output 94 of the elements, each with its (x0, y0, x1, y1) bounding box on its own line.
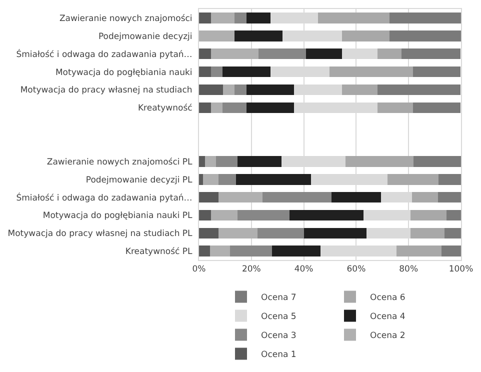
bar (216, 156, 238, 167)
bar (304, 228, 367, 239)
bar (210, 12, 235, 24)
x-tick-label: 40% (294, 264, 314, 274)
y-tick-label: Motywacja do pracy własnej na studiach (20, 86, 192, 96)
legend-label: Ocena 7 (261, 293, 296, 304)
bar (290, 210, 364, 221)
bar (199, 84, 223, 96)
y-tick-label: Podejmowanie decyzji (98, 32, 192, 42)
x-tick-label: 100% (448, 264, 474, 274)
bar (330, 66, 414, 78)
bar (199, 210, 211, 221)
bar (210, 210, 238, 221)
y-tick-label: Motywacja do pracy własnej na studiach PL (8, 229, 193, 240)
bar (342, 30, 390, 42)
x-tick-label: 60% (346, 264, 366, 274)
bar (438, 174, 461, 185)
bar (199, 192, 218, 203)
bar (234, 84, 246, 96)
bar (410, 228, 444, 239)
bar (199, 66, 211, 78)
bar (238, 210, 290, 221)
bar (218, 192, 262, 203)
bar (272, 246, 321, 256)
bar (414, 156, 461, 167)
bar (199, 228, 218, 239)
bar (210, 66, 223, 78)
bar (345, 156, 414, 167)
x-tick-label: 80% (399, 264, 418, 274)
y-tick-label: Zawieranie nowych znajomości PL (46, 157, 193, 168)
bar (342, 84, 378, 96)
bar (210, 246, 230, 256)
bar (205, 156, 216, 167)
bar (258, 48, 306, 60)
bar (396, 246, 442, 256)
bar (377, 48, 402, 60)
bar (199, 102, 211, 114)
y-tick-label: Motywacja do pogłębiania nauki PL (42, 211, 193, 222)
bar (222, 84, 235, 96)
legend-label: Ocena 1 (261, 350, 296, 360)
bar (234, 30, 282, 42)
legend-label: Ocena 5 (261, 312, 296, 322)
bar (377, 84, 461, 96)
bar (413, 66, 461, 78)
bar (199, 30, 235, 42)
y-tick-label: Kreatywność PL (125, 247, 193, 258)
bar (446, 210, 461, 221)
bar (234, 12, 246, 24)
legend-label: Ocena 6 (370, 293, 406, 304)
bar (199, 48, 211, 60)
bar (306, 48, 342, 60)
y-tick-label: Śmiałość i odwaga do zadawania pytań… (16, 192, 192, 204)
bar (246, 102, 294, 114)
bar (246, 12, 270, 24)
bar (442, 246, 461, 256)
bar (318, 12, 390, 24)
bar (389, 12, 461, 24)
bar (444, 228, 461, 239)
bar (262, 192, 332, 203)
bar (413, 102, 461, 114)
x-tick-label: 0% (192, 264, 206, 274)
y-tick-label: Zawieranie nowych znajomości (59, 14, 192, 24)
bar (199, 12, 211, 24)
bar (202, 174, 218, 185)
bar (401, 48, 461, 60)
bar (199, 156, 206, 167)
bar (218, 174, 236, 185)
y-tick-label: Śmiałość i odwaga do zadawania pytań… (16, 48, 192, 60)
bar (258, 228, 304, 239)
bar (412, 192, 438, 203)
bar (199, 174, 203, 185)
x-tick-label: 20% (242, 264, 261, 274)
y-tick-label: Kreatywność (138, 104, 193, 114)
bar (246, 84, 294, 96)
bar (238, 156, 282, 167)
legend-label: Ocena 4 (370, 312, 406, 322)
bar (389, 30, 461, 42)
bar (218, 228, 258, 239)
bar (410, 210, 446, 221)
bar (331, 192, 382, 203)
bar (222, 66, 270, 78)
bar (222, 102, 246, 114)
bar (387, 174, 438, 185)
bar (377, 102, 414, 114)
y-tick-label: Podejmowanie decyzji PL (86, 175, 193, 186)
bar (438, 192, 461, 203)
bar (199, 246, 210, 256)
bar (210, 48, 258, 60)
legend-label: Ocena 3 (261, 331, 296, 342)
bar (236, 174, 311, 185)
bar (230, 246, 272, 256)
legend-label: Ocena 2 (370, 331, 406, 342)
y-tick-label: Motywacja do pogłębiania nauki (55, 68, 192, 78)
bar (210, 102, 223, 114)
